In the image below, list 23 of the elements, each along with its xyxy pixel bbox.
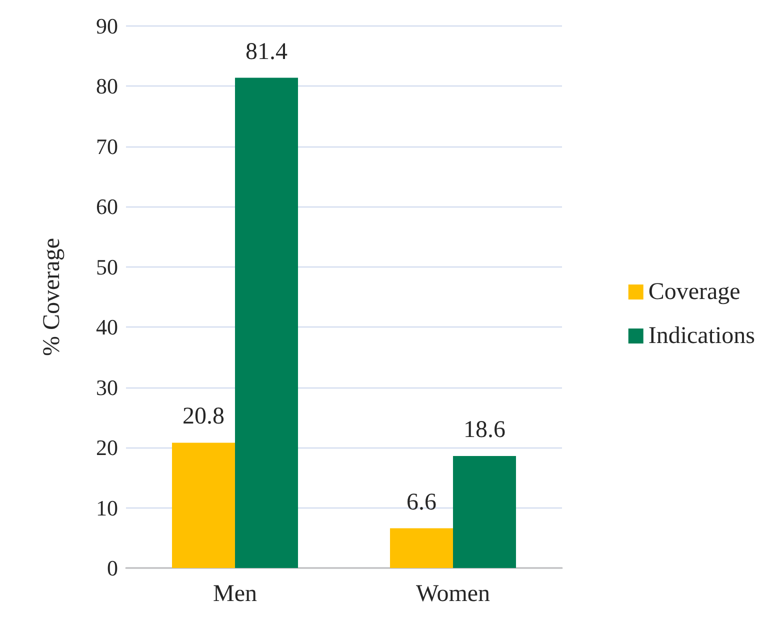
y-tick-label: 70: [96, 134, 118, 159]
data-label: 20.8: [182, 404, 224, 430]
y-tick-label: 80: [96, 74, 118, 99]
y-tick-label: 10: [96, 495, 118, 520]
y-tick-label: 50: [96, 254, 118, 280]
y-tick-label: 40: [96, 314, 118, 340]
y-tick-label: 30: [96, 374, 118, 400]
bar: [235, 78, 298, 568]
legend-label: Coverage: [648, 279, 740, 305]
bar: [172, 442, 235, 568]
data-label: 81.4: [246, 38, 288, 65]
data-label: 18.6: [464, 416, 506, 443]
y-axis-title: % Coverage: [39, 238, 65, 356]
bar: [390, 528, 453, 568]
x-tick-label: Women: [416, 581, 490, 607]
y-tick-label: 0: [107, 556, 118, 580]
y-tick-label: 90: [96, 14, 118, 38]
y-tick-label: 60: [96, 194, 118, 220]
data-label: 6.6: [406, 489, 436, 516]
x-tick-label: Men: [213, 581, 257, 607]
y-tick-label: 20: [96, 435, 118, 460]
legend-label: Indications: [648, 323, 755, 349]
bar: [453, 456, 516, 568]
